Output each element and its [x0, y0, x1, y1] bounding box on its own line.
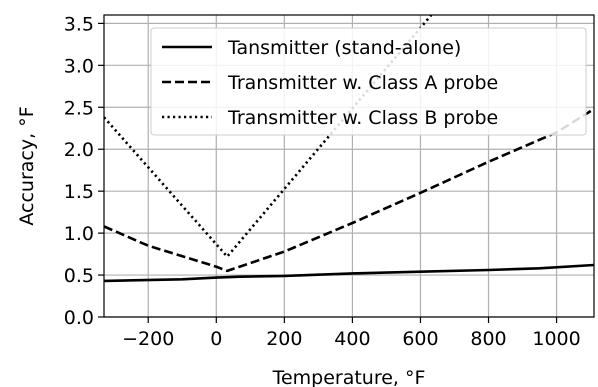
series-line-dashed — [104, 107, 594, 273]
x-tick-label: 0 — [210, 328, 222, 350]
y-tick-label: 1.0 — [64, 223, 94, 245]
legend-entry-label: Transmitter w. Class A probe — [227, 72, 498, 94]
x-tick-label: 1000 — [532, 328, 580, 350]
y-tick-label: 0.0 — [64, 307, 94, 329]
x-axis-ticks: −200 0 200 400 600 800 1000 — [122, 317, 581, 350]
y-axis-ticks: 0.0 0.5 1.0 1.5 2.0 2.5 3.0 3.5 — [64, 13, 104, 329]
y-tick-label: 3.5 — [64, 13, 94, 35]
x-tick-label: 200 — [266, 328, 302, 350]
y-tick-label: 3.0 — [64, 55, 94, 77]
y-tick-label: 1.5 — [64, 181, 94, 203]
legend-entry-label: Transmitter w. Class B probe — [227, 107, 498, 129]
plot-frame — [103, 14, 595, 318]
x-tick-label: 600 — [402, 328, 438, 350]
legend-box — [150, 27, 587, 136]
y-tick-label: 0.5 — [64, 265, 94, 287]
y-tick-label: 2.0 — [64, 139, 94, 161]
legend: Tansmitter (stand-alone) Transmitter w. C… — [150, 27, 587, 136]
y-axis-label: Accuracy, °F — [16, 106, 38, 225]
series-line-solid — [104, 263, 594, 283]
x-axis-label: Temperature, °F — [272, 367, 426, 387]
x-tick-label: −200 — [122, 328, 174, 350]
x-tick-label: 400 — [334, 328, 370, 350]
legend-entry-label: Tansmitter (stand-alone) — [227, 37, 461, 59]
y-tick-label: 2.5 — [64, 97, 94, 119]
x-tick-label: 800 — [470, 328, 506, 350]
